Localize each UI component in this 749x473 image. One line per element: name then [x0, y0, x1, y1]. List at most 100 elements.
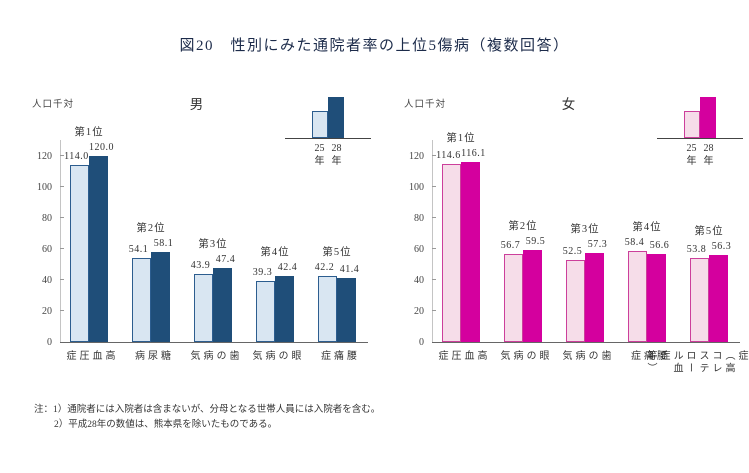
- y-axis-tick-label: 100: [409, 181, 424, 193]
- legend-swatch-year28: [328, 97, 344, 138]
- y-axis-tick-label: 0: [419, 337, 424, 348]
- bar-year28-rank2: [523, 249, 542, 342]
- bar-value-label: 42.4: [277, 262, 298, 274]
- y-axis-tick-mark: [60, 154, 64, 156]
- category-label: 糖尿病: [132, 350, 170, 363]
- x-axis-line: [432, 342, 740, 343]
- bar-value-label: 47.4: [215, 254, 236, 266]
- rank-label: 第4位: [260, 247, 290, 259]
- bar-value-label: 57.3: [587, 238, 608, 250]
- y-axis-tick-label: 20: [414, 305, 424, 317]
- legend: 25 年 28 年: [285, 96, 371, 168]
- rank-label: 第5位: [694, 225, 724, 237]
- y-axis-tick-label: 60: [414, 243, 424, 255]
- y-axis-line: [432, 140, 433, 342]
- legend-year-25-num: 25: [686, 143, 697, 154]
- y-axis-tick-mark: [432, 185, 436, 187]
- legend-year-28-num: 28: [703, 143, 714, 154]
- rank-label: 第2位: [508, 220, 538, 232]
- bar-year25-rank3: [194, 273, 213, 342]
- legend-year-25-num: 25: [314, 143, 325, 154]
- bar-year25-rank2: [132, 257, 151, 342]
- y-axis-tick-label: 120: [37, 150, 52, 162]
- y-axis-tick-mark: [432, 278, 436, 280]
- bar-year25-rank1: [70, 164, 89, 342]
- bar-year25-rank2: [504, 253, 523, 342]
- bar-value-label: 58.1: [153, 237, 174, 249]
- legend-year-25: 25 年: [311, 142, 328, 168]
- bar-value-label: 56.7: [500, 239, 521, 251]
- legend-year-28-suffix: 年: [331, 156, 342, 167]
- legend-swatches: [657, 96, 743, 139]
- legend-year-25-suffix: 年: [314, 156, 325, 167]
- bar-value-label: 56.6: [649, 240, 670, 252]
- rank-label: 第3位: [198, 239, 228, 251]
- y-axis-tick-mark: [60, 278, 64, 280]
- bar-year25-rank4: [628, 251, 647, 342]
- rank-label: 第4位: [632, 222, 662, 234]
- rank-label: 第5位: [322, 247, 352, 259]
- legend-swatch-year25: [684, 111, 700, 138]
- footnote-1: 注：1）通院者には入院者は含まないが、分母となる世帯人員には入院者を含む。: [34, 405, 381, 415]
- y-axis-unit-label: 人口千対: [32, 100, 75, 110]
- category-label: 歯の病気: [560, 350, 610, 363]
- legend-year-28: 28 年: [700, 142, 717, 168]
- bar-year28-rank4: [647, 254, 666, 342]
- bar-year28-rank3: [585, 252, 604, 342]
- bar-year28-rank2: [151, 251, 170, 342]
- y-axis-tick-mark: [432, 309, 436, 311]
- bar-value-label: 41.4: [339, 263, 360, 275]
- legend: 25 年 28 年: [657, 96, 743, 168]
- bar-value-label: 54.1: [128, 243, 149, 255]
- legend-year-28: 28 年: [328, 142, 345, 168]
- bar-year25-rank5: [690, 258, 709, 342]
- bar-year28-rank5: [709, 254, 728, 342]
- y-axis-tick-mark: [60, 309, 64, 311]
- y-axis-tick-mark: [60, 247, 64, 249]
- bar-value-label: 120.0: [89, 141, 114, 153]
- bar-year28-rank4: [275, 276, 294, 342]
- y-axis-tick-label: 0: [47, 337, 52, 348]
- y-axis-tick-label: 20: [42, 305, 52, 317]
- y-axis-tick-mark: [432, 154, 436, 156]
- y-axis-unit-label: 人口千対: [404, 100, 447, 110]
- category-label: 高血圧症: [436, 350, 486, 363]
- legend-swatch-year25: [312, 111, 328, 138]
- rank-label: 第1位: [74, 126, 104, 138]
- bar-year28-rank3: [213, 268, 232, 342]
- chart-panel-female: 人口千対 女 25 年 28 年 0 20 40 60 80 100 120 114.6 116…: [392, 88, 747, 428]
- bar-value-label: 53.8: [686, 244, 707, 256]
- category-label: 眼の病気: [250, 350, 300, 363]
- rank-label: 第1位: [446, 132, 476, 144]
- plot-area-female: 0 20 40 60 80 100 120 114.6 116.1 第1位 高血圧症 56.7 59.5…: [409, 133, 747, 375]
- bar-year25-rank1: [442, 163, 461, 342]
- category-label: 腰痛症: [628, 350, 666, 363]
- y-axis-tick-mark: [432, 247, 436, 249]
- bar-value-label: 43.9: [190, 259, 211, 271]
- y-axis-tick-label: 60: [42, 243, 52, 255]
- legend-year-25: 25 年: [683, 142, 700, 168]
- category-label: 眼の病気: [498, 350, 548, 363]
- rank-label: 第3位: [570, 223, 600, 235]
- footnotes: 注：1）通院者には入院者は含まないが、分母となる世帯人員には入院者を含む。 2）…: [34, 403, 380, 433]
- y-axis-tick-mark: [432, 216, 436, 218]
- legend-year-28-suffix: 年: [703, 156, 714, 167]
- bar-value-label: 114.0: [64, 150, 89, 162]
- bar-value-label: 58.4: [624, 237, 645, 249]
- chart-panel-male: 人口千対 男 25 年 28 年 0 20 40 60 80 100 120 114.0 120…: [20, 88, 375, 428]
- legend-labels: 25 年 28 年: [657, 142, 743, 168]
- bar-year25-rank3: [566, 260, 585, 342]
- bar-value-label: 52.5: [562, 246, 583, 258]
- bar-value-label: 116.1: [461, 147, 486, 159]
- plot-area-male: 0 20 40 60 80 100 120 114.0 120.0 第1位 高血圧症 54.1 58.1…: [37, 127, 368, 363]
- legend-labels: 25 年 28 年: [285, 142, 371, 168]
- chart-title-female: 女: [561, 97, 578, 112]
- legend-year-28-num: 28: [331, 143, 342, 154]
- legend-swatch-year28: [700, 97, 716, 138]
- x-axis-line: [60, 342, 368, 343]
- legend-year-25-suffix: 年: [686, 156, 697, 167]
- chart-title-male: 男: [189, 97, 206, 112]
- bar-year28-rank1: [461, 161, 480, 342]
- category-label: 腰痛症: [318, 350, 356, 363]
